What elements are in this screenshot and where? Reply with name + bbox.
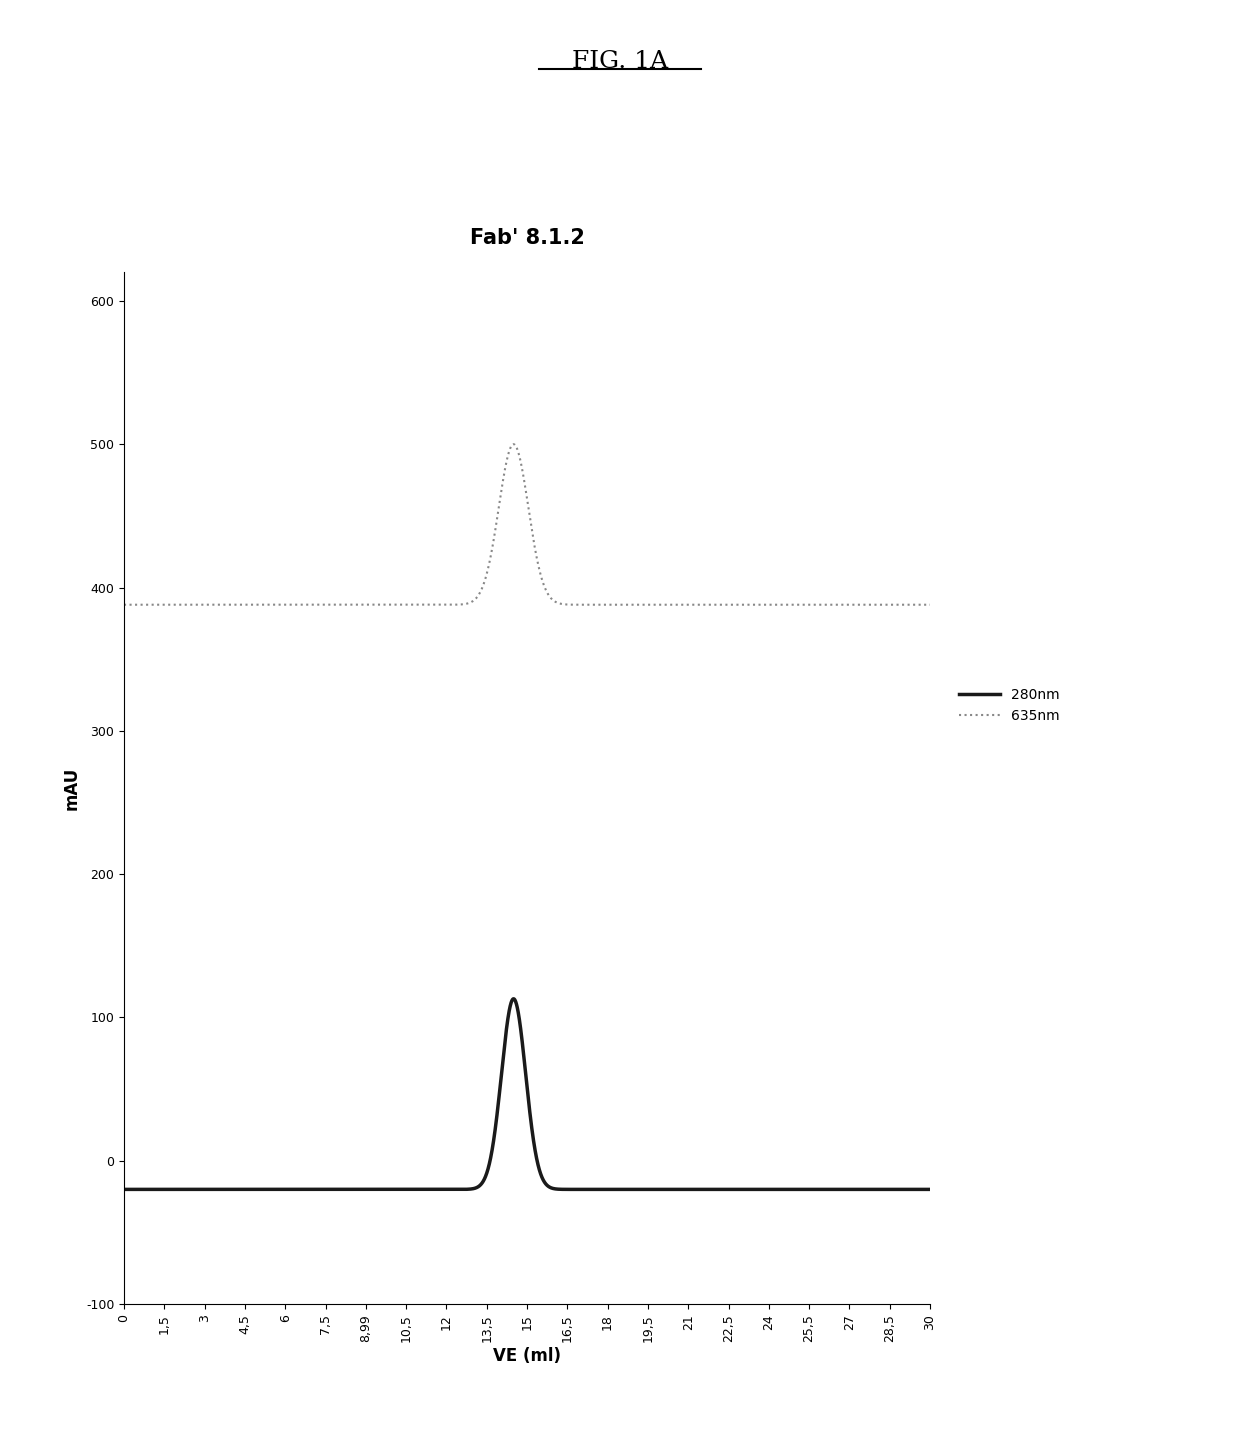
Y-axis label: mAU: mAU — [62, 767, 81, 810]
Line: 280nm: 280nm — [124, 999, 930, 1189]
280nm — [424, 1181, 439, 1198]
635nm — [424, 596, 439, 613]
X-axis label: VE (ml): VE (ml) — [494, 1347, 560, 1366]
280nm — [780, 1181, 795, 1198]
280nm — [923, 1181, 937, 1198]
280nm — [263, 1181, 278, 1198]
635nm — [718, 596, 733, 613]
635nm — [641, 596, 656, 613]
280nm — [600, 1181, 615, 1198]
Legend: 280nm, 635nm: 280nm, 635nm — [954, 682, 1065, 728]
Title: Fab' 8.1.2: Fab' 8.1.2 — [470, 228, 584, 248]
280nm — [117, 1181, 131, 1198]
635nm — [506, 436, 521, 453]
635nm — [780, 596, 795, 613]
Line: 635nm: 635nm — [124, 444, 930, 605]
635nm — [600, 596, 615, 613]
635nm — [263, 596, 278, 613]
Text: FIG. 1A: FIG. 1A — [572, 50, 668, 73]
635nm — [117, 596, 131, 613]
280nm — [506, 990, 521, 1007]
635nm — [923, 596, 937, 613]
280nm — [641, 1181, 656, 1198]
280nm — [718, 1181, 733, 1198]
